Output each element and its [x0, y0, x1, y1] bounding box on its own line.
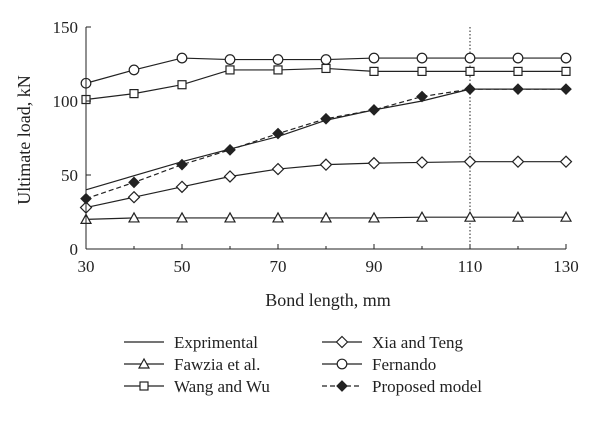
- x-tick-label: 50: [174, 257, 191, 276]
- data-point: [271, 162, 285, 176]
- data-point: [319, 158, 333, 171]
- data-point: [513, 66, 523, 77]
- x-axis-title: Bond length, mm: [265, 290, 391, 310]
- data-point: [511, 155, 525, 169]
- x-ticks: 30 50 70 90 110 130: [78, 244, 579, 276]
- legend-item-xia-and-teng: Xia and Teng: [322, 333, 464, 352]
- data-point: [128, 176, 140, 189]
- data-point: [321, 63, 331, 74]
- legend-label: Exprimental: [174, 333, 258, 352]
- legend-item-fernando: Fernando: [322, 355, 436, 374]
- data-point: [463, 210, 477, 222]
- series-fernando: [80, 52, 572, 89]
- legend-marker: [137, 357, 151, 369]
- data-point: [224, 54, 236, 65]
- data-point: [320, 112, 332, 125]
- data-point: [368, 104, 380, 116]
- legend: Exprimental Xia and Teng Fawzia et al. Fern…: [124, 333, 482, 396]
- series-line: [85, 67, 566, 101]
- y-axis-title: Ultimate load, kN: [14, 75, 34, 204]
- data-point: [367, 211, 381, 223]
- data-point: [559, 155, 573, 169]
- data-point: [320, 54, 332, 65]
- legend-label: Proposed model: [372, 377, 482, 396]
- series-xia-and-teng: [79, 155, 573, 214]
- data-point: [223, 170, 237, 183]
- legend-item-exprimental: Exprimental: [124, 333, 258, 352]
- legend-label: Fawzia et al.: [174, 355, 260, 374]
- series-line: [85, 88, 566, 191]
- legend-item-wang-and-wu: Wang and Wu: [124, 377, 270, 396]
- legend-label: Wang and Wu: [174, 377, 270, 396]
- data-point: [177, 80, 187, 90]
- x-tick-label: 70: [270, 257, 287, 276]
- data-point: [512, 52, 524, 64]
- data-point: [368, 52, 380, 64]
- data-point: [127, 190, 141, 204]
- y-tick-label: 150: [53, 18, 79, 37]
- data-point: [127, 211, 141, 223]
- data-point: [560, 83, 572, 96]
- legend-marker: [336, 358, 348, 370]
- data-point: [464, 52, 476, 64]
- axes: 30 50 70 90 110 130 0 50 100 150: [53, 18, 579, 276]
- data-point: [272, 127, 284, 140]
- y-tick-label: 0: [70, 240, 79, 259]
- data-point: [369, 66, 379, 77]
- x-tick-label: 90: [366, 257, 383, 276]
- data-point: [224, 143, 236, 156]
- legend-label: Xia and Teng: [372, 333, 464, 352]
- legend-marker: [336, 380, 348, 392]
- data-point: [559, 210, 573, 222]
- data-point: [415, 210, 429, 222]
- data-point: [561, 66, 571, 77]
- data-point: [225, 65, 235, 75]
- data-point: [464, 83, 476, 96]
- legend-item-proposed-model: Proposed model: [322, 377, 482, 396]
- data-point: [175, 180, 189, 194]
- data-point: [319, 211, 333, 223]
- data-point: [273, 65, 283, 75]
- data-point: [367, 156, 381, 170]
- series-line: [85, 88, 566, 200]
- data-point: [465, 66, 475, 77]
- data-point: [176, 52, 188, 64]
- data-point: [560, 52, 572, 64]
- y-ticks: 0 50 100 150: [53, 18, 91, 259]
- data-point: [223, 211, 237, 223]
- data-point: [512, 83, 524, 96]
- data-point: [416, 90, 428, 103]
- y-tick-label: 50: [61, 166, 78, 185]
- y-tick-label: 100: [53, 92, 79, 111]
- series-exprimental: [85, 88, 566, 191]
- plot-area: [79, 27, 573, 249]
- x-tick-label: 130: [553, 257, 579, 276]
- legend-item-fawzia-et-al: Fawzia et al.: [124, 355, 260, 374]
- series-proposed-model: [80, 83, 572, 205]
- series-wang-and-wu: [81, 63, 571, 105]
- data-point: [128, 64, 140, 76]
- data-point: [417, 66, 427, 77]
- data-point: [129, 88, 139, 99]
- data-point: [175, 211, 189, 223]
- legend-marker: [139, 381, 149, 391]
- data-point: [415, 156, 429, 169]
- data-point: [463, 155, 477, 169]
- legend-label: Fernando: [372, 355, 436, 374]
- legend-marker: [335, 335, 349, 349]
- data-point: [176, 158, 188, 171]
- x-tick-label: 30: [78, 257, 95, 276]
- data-point: [416, 52, 428, 64]
- data-point: [272, 54, 284, 65]
- data-point: [511, 210, 525, 222]
- data-point: [271, 211, 285, 223]
- x-tick-label: 110: [458, 257, 483, 276]
- series-fawzia-et-al: [79, 210, 573, 224]
